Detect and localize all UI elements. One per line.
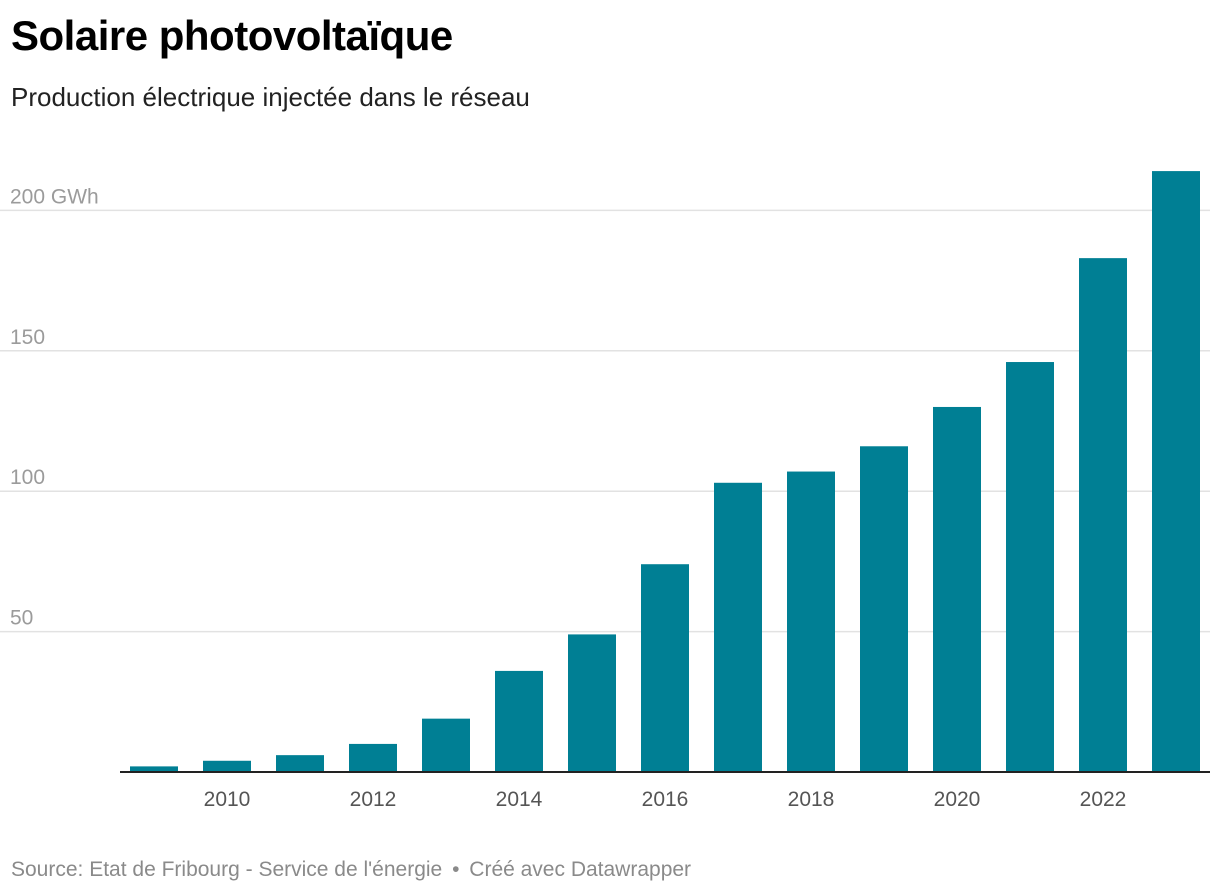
- bar-2013: [422, 718, 470, 772]
- y-tick-label: 50: [10, 607, 33, 630]
- x-tick-label: 2014: [496, 788, 543, 811]
- axes: 2010 2012 2014 2016 2018 2020 2022: [120, 771, 1210, 811]
- x-tick-label: 2018: [788, 788, 835, 811]
- y-tick-label: 150: [10, 326, 45, 349]
- y-tick-label: 200 GWh: [10, 185, 99, 208]
- bars: [130, 171, 1200, 772]
- bar-2023: [1152, 171, 1200, 772]
- x-tick-label: 2020: [934, 788, 981, 811]
- bar-2021: [1006, 362, 1054, 772]
- chart-footer: Source: Etat de Fribourg - Service de l'…: [11, 856, 691, 884]
- bar-2016: [641, 564, 689, 772]
- source-note: Source: Etat de Fribourg - Service de l'…: [11, 858, 443, 881]
- gridlines: 50 100 150 200 GWh: [0, 185, 1210, 633]
- x-tick-label: 2022: [1080, 788, 1127, 811]
- x-tick-label: 2012: [350, 788, 397, 811]
- bar-2017: [714, 482, 762, 772]
- bar-chart: 50 100 150 200 GWh 2010 2012 2014 2016 2018 2020…: [0, 171, 1210, 811]
- bar-2010: [203, 760, 251, 772]
- chart-subtitle: Production électrique injectée dans le r…: [11, 82, 530, 112]
- x-tick-label: 2010: [204, 788, 251, 811]
- bar-2011: [276, 755, 324, 772]
- y-tick-label: 100: [10, 466, 45, 489]
- bar-2019: [860, 446, 908, 772]
- bar-2012: [349, 743, 397, 772]
- x-tick-label: 2016: [642, 788, 689, 811]
- footer-separator: •: [452, 858, 460, 881]
- chart-title: Solaire photovoltaïque: [11, 12, 453, 59]
- bar-2018: [787, 471, 835, 772]
- credit-note: Créé avec Datawrapper: [469, 858, 692, 881]
- bar-2014: [495, 670, 543, 772]
- bar-2022: [1079, 258, 1127, 772]
- bar-2020: [933, 406, 981, 772]
- bar-2009: [130, 766, 178, 772]
- bar-2015: [568, 634, 616, 772]
